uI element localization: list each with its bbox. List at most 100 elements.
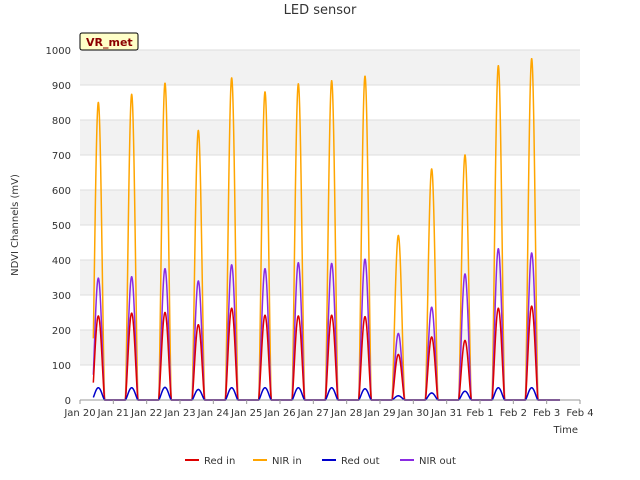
y-tick-label: 1000	[46, 46, 71, 57]
data-point	[430, 306, 433, 309]
x-tick-label: Feb 2	[500, 408, 527, 419]
data-point	[130, 276, 133, 278]
data-point	[164, 311, 166, 314]
x-tick-label: Jan 31	[430, 408, 462, 419]
x-tick-label: Jan 23	[163, 408, 195, 419]
data-point	[97, 101, 100, 104]
x-tick-label: Jan 25	[230, 408, 262, 419]
x-axis-label: Time	[553, 425, 578, 436]
data-point	[230, 386, 233, 389]
legend-label: NIR in	[272, 456, 302, 467]
data-point	[397, 353, 400, 356]
y-tick-label: 0	[65, 396, 71, 407]
data-point	[430, 392, 433, 394]
legend: Red in NIR in Red out NIR out	[185, 456, 456, 467]
data-point	[297, 262, 300, 264]
y-tick-label: 500	[52, 221, 71, 232]
y-tick-label: 200	[52, 326, 71, 337]
data-point	[530, 386, 533, 389]
data-point	[130, 386, 133, 389]
data-point	[397, 234, 400, 237]
data-point	[164, 386, 166, 389]
data-point	[497, 307, 500, 310]
data-point	[297, 386, 300, 389]
y-tick-labels: 0 100 200 300 400 500 600 700 800 900 1000	[46, 46, 71, 407]
x-tick-label: Jan 20	[63, 408, 95, 419]
data-point	[430, 168, 433, 170]
y-tick-label: 600	[52, 186, 71, 197]
data-point	[464, 154, 466, 156]
vr-met-badge: VR_met	[79, 32, 139, 51]
x-tick-label: Jan 21	[97, 408, 129, 419]
axes	[79, 399, 581, 404]
legend-label: Red in	[204, 456, 235, 467]
x-tick-label: Jan 28	[330, 408, 362, 419]
data-point	[197, 280, 200, 282]
badge-box	[79, 32, 139, 51]
y-axis-label: NDVI Channels (mV)	[10, 174, 21, 276]
data-point	[497, 386, 500, 389]
data-point	[530, 305, 533, 308]
x-tick-label: Feb 4	[566, 408, 593, 419]
badge-label: VR_met	[86, 36, 133, 49]
legend-label: Red out	[341, 456, 380, 467]
data-point	[264, 314, 266, 317]
y-tick-label: 700	[52, 151, 71, 162]
plot-band	[80, 190, 580, 225]
data-point	[197, 129, 200, 132]
data-point	[130, 312, 133, 315]
data-point	[297, 83, 300, 85]
data-point	[530, 57, 533, 60]
plot-band	[80, 50, 580, 85]
x-tick-label: Jan 22	[130, 408, 162, 419]
data-point	[130, 93, 133, 96]
data-point	[330, 386, 333, 389]
data-point	[397, 395, 400, 397]
data-point	[197, 388, 200, 391]
x-tick-label: Jan 24	[197, 408, 229, 419]
data-point	[197, 323, 200, 326]
data-point	[497, 64, 500, 67]
data-point	[97, 277, 100, 280]
data-point	[464, 339, 466, 342]
x-tick-label: Jan 27	[297, 408, 329, 419]
x-tick-label: Jan 29	[363, 408, 395, 419]
y-tick-label: 100	[52, 361, 71, 372]
data-point	[230, 264, 233, 266]
x-tick-labels: Jan 20 Jan 21 Jan 22 Jan 23 Jan 24 Jan 25 Jan …	[63, 408, 593, 419]
data-point	[330, 80, 333, 82]
data-point	[364, 75, 366, 78]
data-point	[97, 386, 100, 389]
x-tick-label: Jan 26	[263, 408, 295, 419]
chart-title: LED sensor	[284, 3, 357, 18]
data-point	[264, 91, 266, 93]
data-point	[430, 336, 433, 338]
y-tick-label: 800	[52, 116, 71, 127]
data-point	[497, 248, 500, 250]
x-tick-label: Feb 3	[533, 408, 560, 419]
data-point	[330, 262, 333, 265]
data-point	[464, 273, 466, 275]
data-point	[364, 388, 366, 390]
data-point	[264, 386, 266, 389]
data-point	[97, 315, 100, 317]
y-tick-label: 400	[52, 256, 71, 267]
data-point	[264, 267, 266, 270]
data-point	[297, 315, 300, 317]
y-tick-label: 300	[52, 291, 71, 302]
plot-band	[80, 330, 580, 365]
data-point	[397, 332, 400, 335]
x-tick-label: Feb 1	[466, 408, 493, 419]
data-point	[164, 267, 166, 270]
data-point	[164, 82, 166, 85]
data-point	[530, 252, 533, 254]
data-point	[464, 390, 466, 393]
y-tick-label: 900	[52, 81, 71, 92]
data-point	[230, 307, 233, 310]
data-point	[330, 314, 333, 317]
legend-label: NIR out	[419, 456, 456, 467]
data-point	[364, 258, 366, 261]
x-tick-label: Jan 30	[397, 408, 429, 419]
data-point	[364, 315, 366, 318]
